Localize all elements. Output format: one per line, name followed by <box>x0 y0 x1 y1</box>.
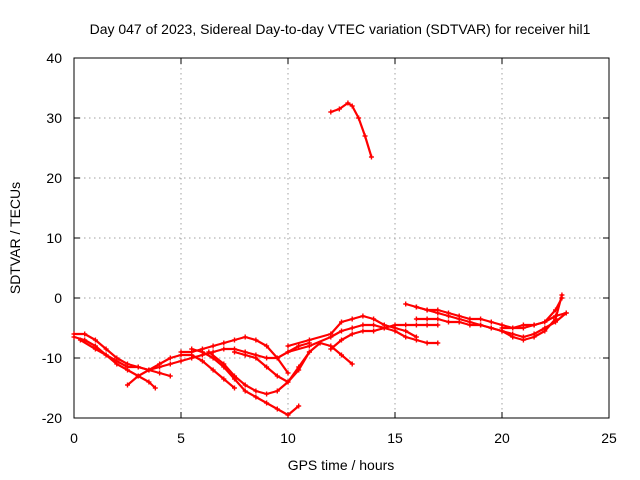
y-tick-label--20: -20 <box>42 410 62 426</box>
y-tick-label-10: 10 <box>46 230 62 246</box>
x-tick-label-20: 20 <box>494 430 510 446</box>
series-layer <box>71 100 569 418</box>
x-tick-label-5: 5 <box>177 430 185 446</box>
series-track-4 <box>125 352 237 391</box>
y-axis-label: SDTVAR / TECUs <box>7 182 23 294</box>
series-track-2 <box>71 331 173 379</box>
x-tick-label-15: 15 <box>387 430 403 446</box>
chart-title: Day 047 of 2023, Sidereal Day-to-day VTE… <box>90 21 591 37</box>
series-line-track-2 <box>72 332 172 378</box>
y-tick-label-30: 30 <box>46 110 62 126</box>
y-tick-label-0: 0 <box>54 290 62 306</box>
series-line-track-6 <box>190 347 300 417</box>
series-track-11 <box>328 322 441 352</box>
plot-border <box>73 57 610 419</box>
y-tick-label-40: 40 <box>46 50 62 66</box>
series-track-9 <box>285 313 419 349</box>
x-tick-label-10: 10 <box>280 430 296 446</box>
series-track-10 <box>285 322 441 355</box>
series-track-15 <box>413 292 565 343</box>
series-line-track-12 <box>329 101 373 159</box>
series-track-8 <box>232 340 355 385</box>
series-track-16 <box>499 295 565 331</box>
grid-layer <box>74 58 609 418</box>
series-line-track-3 <box>79 338 157 390</box>
series-track-3 <box>77 337 158 391</box>
x-tick-label-25: 25 <box>601 430 617 446</box>
series-track-12 <box>328 100 374 160</box>
label-layer: 0 5 10 15 20 25 -20 -10 0 10 20 30 40 <box>42 50 617 446</box>
x-tick-label-0: 0 <box>70 430 78 446</box>
series-track-5 <box>178 334 291 376</box>
y-tick-label-20: 20 <box>46 170 62 186</box>
x-axis-label: GPS time / hours <box>288 457 395 473</box>
y-tick-label--10: -10 <box>42 350 62 366</box>
